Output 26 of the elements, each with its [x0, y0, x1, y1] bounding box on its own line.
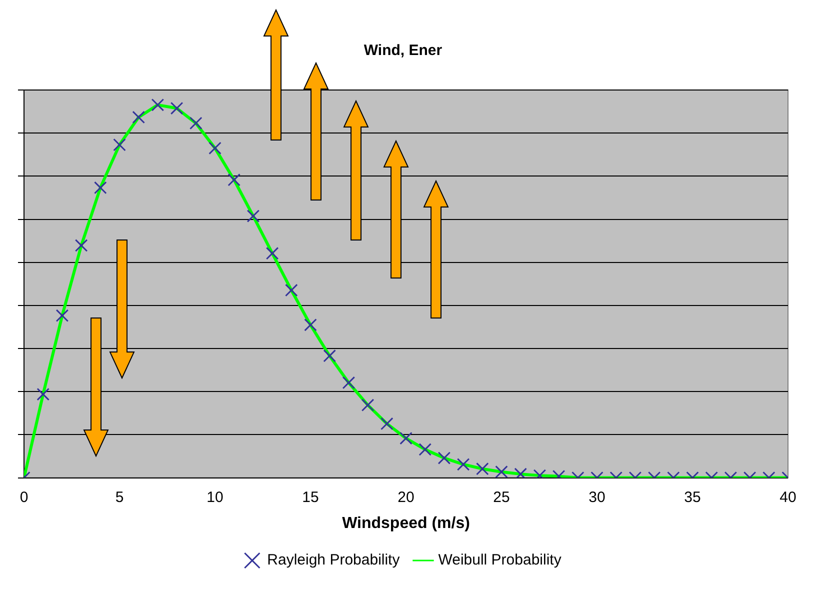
x-tick-label: 30 — [588, 488, 606, 506]
x-tick-label: 5 — [115, 488, 124, 506]
legend-label: Rayleigh Probability — [267, 552, 400, 569]
point — [56, 309, 69, 322]
point — [208, 142, 222, 155]
point — [228, 173, 241, 186]
x-tick-label: 40 — [780, 488, 796, 506]
x-axis-title: Windspeed (m/s) — [342, 514, 470, 532]
chart-title: Wind, Ener — [364, 42, 442, 60]
point — [284, 284, 298, 297]
point — [189, 116, 202, 130]
x-tick-label: 0 — [20, 488, 28, 506]
point — [151, 98, 164, 112]
point — [266, 246, 279, 260]
legend-label: Weibull Probability — [438, 552, 562, 569]
point — [246, 210, 260, 222]
point — [74, 239, 88, 252]
point — [94, 181, 107, 194]
x-tick-label: 20 — [398, 488, 414, 506]
point — [170, 102, 184, 115]
x-tick-label: 10 — [206, 488, 224, 506]
x-tick-label: 35 — [684, 488, 701, 506]
point — [113, 138, 126, 152]
point — [132, 110, 146, 124]
x-tick-label: 25 — [493, 488, 510, 506]
x-tick-label: 15 — [302, 488, 319, 506]
